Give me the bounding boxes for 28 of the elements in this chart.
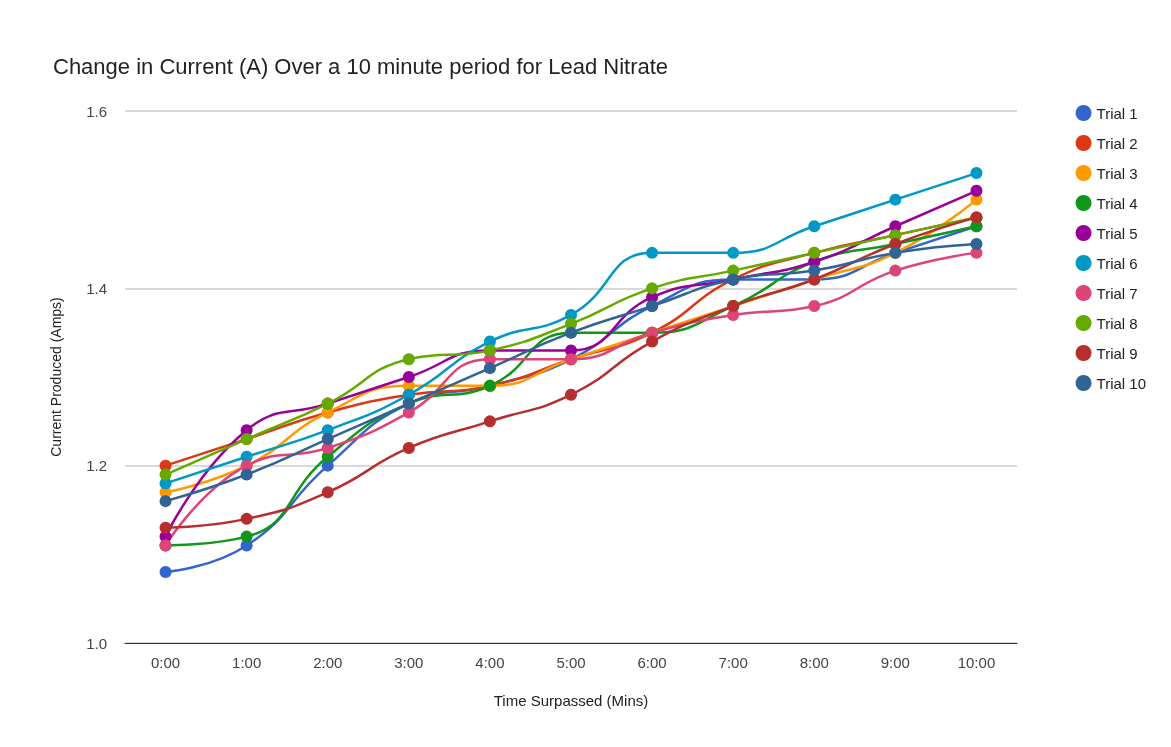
- y-axis-title: Current Produced (Amps): [48, 297, 64, 457]
- legend-label: Trial 7: [1096, 284, 1138, 302]
- legend-label: Trial 3: [1096, 164, 1138, 182]
- x-tick-label: 4:00: [475, 654, 505, 671]
- x-tick-label: 5:00: [556, 654, 586, 671]
- legend-label: Trial 10: [1096, 374, 1147, 392]
- legend-label: Trial 6: [1096, 254, 1138, 272]
- x-tick-label: 6:00: [637, 654, 667, 671]
- x-tick-label: 1:00: [232, 654, 262, 671]
- legend-label: Trial 1: [1096, 104, 1138, 122]
- legend-label: Trial 4: [1096, 194, 1138, 212]
- y-tick-label: 1.4: [86, 279, 107, 297]
- legend-label: Trial 2: [1096, 134, 1138, 152]
- x-tick-label: 2:00: [313, 654, 343, 671]
- y-tick-label: 1.6: [86, 102, 107, 120]
- x-tick-label: 9:00: [880, 654, 910, 671]
- x-tick-label: 10:00: [957, 654, 996, 671]
- legend-label: Trial 8: [1096, 314, 1138, 332]
- x-tick-label: 7:00: [718, 654, 748, 671]
- legend-label: Trial 5: [1096, 224, 1138, 242]
- x-tick-label: 8:00: [799, 654, 829, 671]
- y-tick-label: 1.0: [86, 634, 107, 652]
- legend-label: Trial 9: [1096, 344, 1138, 362]
- x-tick-label: 0:00: [150, 654, 181, 671]
- x-tick-label: 3:00: [394, 654, 424, 671]
- chart-title: Change in Current (A) Over a 10 minute period for Lead Nitrate: [53, 53, 669, 79]
- y-tick-label: 1.2: [86, 457, 107, 475]
- x-axis-title: Time Surpassed (Mins): [493, 692, 649, 709]
